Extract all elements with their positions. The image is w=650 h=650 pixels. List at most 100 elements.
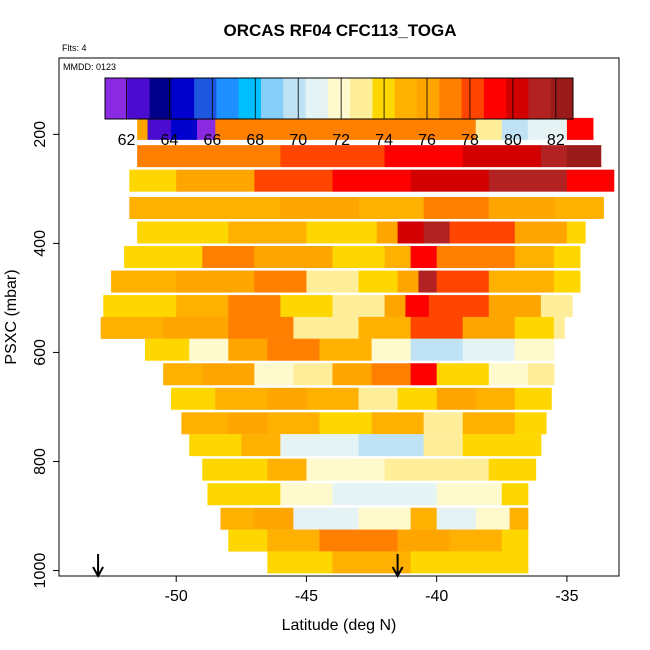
flights-note: Flts: 4: [62, 43, 87, 53]
heatmap-cell-1-3: [462, 145, 542, 168]
heatmap-cell-13-2: [280, 434, 360, 457]
heatmap-cell-12-2: [267, 412, 320, 435]
heatmap-cell-0-0: [137, 117, 149, 140]
heatmap-cell-9-7: [462, 338, 516, 361]
heatmap-cell-9-5: [371, 338, 412, 361]
heatmap-cell-11-0: [171, 387, 216, 410]
heatmap-cell-5-2: [254, 246, 333, 269]
heatmap-cell-11-2: [267, 387, 307, 410]
heatmap-cell-14-1: [267, 458, 307, 481]
heatmap-cell-3-2: [280, 196, 360, 219]
heatmap-cell-1-0: [137, 145, 281, 168]
heatmap-cell-4-3: [376, 221, 399, 244]
heatmap-cell-9-4: [319, 338, 373, 361]
heatmap-cell-8-1: [163, 316, 229, 339]
heatmap-cell-3-0: [129, 196, 203, 219]
heatmap-cell-8-0: [100, 316, 164, 339]
colorbar-swatch-16: [461, 78, 485, 119]
heatmap-cell-12-0: [181, 412, 229, 435]
heatmap-cell-9-1: [189, 338, 229, 361]
heatmap-cell-8-7: [514, 316, 555, 339]
heatmap-cell-4-0: [137, 221, 229, 244]
heatmap-cell-4-4: [397, 221, 425, 244]
heatmap-cell-0-9: [566, 117, 594, 140]
heatmap-cell-13-5: [462, 434, 503, 457]
heatmap-cell-7-2: [228, 295, 281, 318]
down-arrow-icon: [92, 554, 104, 579]
heatmap-cell-7-9: [540, 295, 573, 318]
colorbar-tick-label-10: 82: [547, 132, 565, 149]
colorbar-tick-label-4: 70: [289, 132, 307, 149]
heatmap-cell-5-1: [202, 246, 255, 269]
heatmap-cell-3-6: [553, 196, 604, 219]
heatmap-cell-12-5: [423, 412, 464, 435]
heatmap-cell-8-6: [462, 316, 516, 339]
colorbar-tick-label-3: 68: [246, 132, 264, 149]
heatmap-cell-4-7: [514, 221, 568, 244]
heatmap-cell-14-5: [488, 458, 537, 481]
colorbar-frame: [104, 77, 574, 120]
heatmap-cell-6-9: [553, 270, 581, 293]
colorbar-swatch-13: [394, 78, 418, 119]
heatmap-cell-9-9: [540, 338, 555, 361]
heatmap-cell-11-4: [358, 387, 399, 410]
heatmap-cell-8-3: [293, 316, 360, 339]
heatmap-cell-2-1: [176, 169, 255, 192]
y-axis-title: PSXC (mbar): [3, 269, 20, 364]
colorbar-swatch-10: [327, 78, 351, 119]
heatmap-cell-15-0: [207, 483, 281, 506]
heatmap-cell-16-2: [293, 507, 360, 530]
colorbar-swatch-19: [528, 78, 552, 119]
heatmap-cell-12-6: [462, 412, 516, 435]
latitude-markers: [92, 554, 404, 579]
heatmap-cell-11-6: [436, 387, 477, 410]
heatmap-cell-2-4: [410, 169, 490, 192]
colorbar-tick-label-9: 80: [504, 132, 522, 149]
heatmap-cell-0-6: [475, 117, 503, 140]
heatmap-cell-7-5: [384, 295, 406, 318]
heatmap-cell-10-8: [488, 363, 529, 386]
heatmap-cell-18-3: [475, 551, 529, 574]
heatmap-cell-10-1: [202, 363, 255, 386]
heatmap-cell-2-2: [254, 169, 333, 192]
heatmap-cell-5-4: [384, 246, 412, 269]
heatmap-cell-14-0: [202, 458, 268, 481]
axes: -50 -45 -40 -35 200 400 600 800 1000: [32, 121, 579, 605]
x-axis-title: Latitude (deg N): [282, 617, 397, 634]
heatmap-cell-13-1: [241, 434, 281, 457]
colorbar-swatch-17: [483, 78, 507, 119]
heatmap-cell-13-0: [189, 434, 242, 457]
colorbar-tick-label-0: 62: [118, 132, 136, 149]
heatmap-cell-0-8: [527, 117, 568, 140]
heatmap-cell-0-5: [358, 117, 477, 140]
heatmap-cell-5-7: [514, 246, 555, 269]
heatmap-cell-0-1: [147, 117, 172, 140]
y-tick-label-4: 1000: [32, 553, 49, 589]
heatmap-cell-13-6: [501, 434, 542, 457]
heatmap-cell-17-1: [267, 529, 320, 552]
colorbar-swatch-3: [171, 78, 195, 119]
heatmap-cell-2-5: [488, 169, 568, 192]
heatmap-cell-11-8: [514, 387, 552, 410]
heatmap-cell-18-1: [332, 551, 412, 574]
heatmap-cell-9-8: [514, 338, 542, 361]
colorbar-swatch-0: [105, 78, 128, 119]
colorbar-tick-label-7: 76: [418, 132, 436, 149]
colorbar-swatch-2: [149, 78, 173, 119]
colorbar-swatch-18: [506, 78, 529, 119]
colorbar-tick-label-8: 78: [461, 132, 479, 149]
heatmap-cell-8-8: [553, 316, 565, 339]
heatmap-cell-14-4: [436, 458, 490, 481]
heatmap-cell-4-6: [449, 221, 516, 244]
heatmap-cell-18-0: [267, 551, 333, 574]
heatmap-cell-15-2: [332, 483, 438, 506]
heatmap-cell-10-5: [371, 363, 412, 386]
heatmap-cell-1-4: [540, 145, 568, 168]
heatmap-cell-16-1: [254, 507, 294, 530]
heatmap-cell-10-4: [332, 363, 373, 386]
heatmap-cell-13-3: [358, 434, 425, 457]
heatmap-cell-1-2: [384, 145, 464, 168]
heatmap-cell-11-5: [397, 387, 438, 410]
heatmap-cell-10-2: [254, 363, 294, 386]
x-tick-label-0: -50: [165, 588, 188, 605]
